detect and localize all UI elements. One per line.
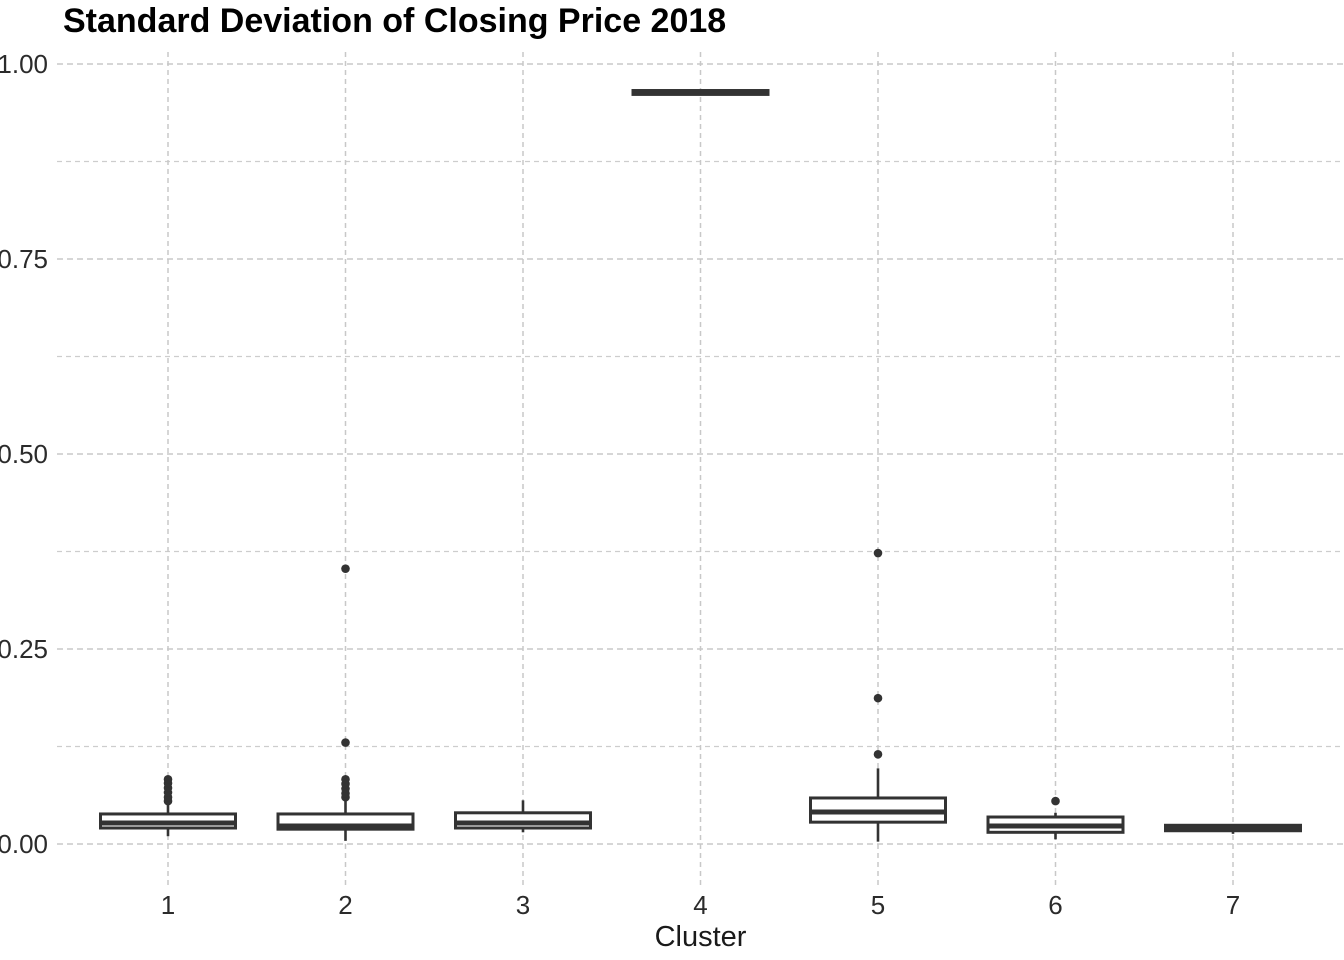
x-axis-title: Cluster — [654, 921, 747, 953]
x-tick-label: 3 — [516, 890, 530, 920]
x-tick-label: 6 — [1048, 890, 1062, 920]
box-cluster-3 — [454, 811, 592, 830]
y-tick-label: 0.25 — [0, 634, 48, 664]
x-tick-label: 2 — [338, 890, 352, 920]
y-tick-label: 0.75 — [0, 244, 48, 274]
x-tick-label: 7 — [1226, 890, 1240, 920]
outlier-dot — [163, 774, 173, 784]
chart-title: Standard Deviation of Closing Price 2018 — [63, 2, 727, 40]
x-tick-label: 4 — [693, 890, 707, 920]
y-tick-label: 0.50 — [0, 439, 48, 469]
x-tick-label: 5 — [871, 890, 885, 920]
y-tick-label: 0.00 — [0, 829, 48, 859]
outlier-dot — [341, 774, 350, 784]
y-tick-label: 1.00 — [0, 49, 48, 79]
x-tick-label: 1 — [161, 890, 175, 920]
outlier-dot — [873, 750, 883, 759]
outlier-dot — [341, 738, 350, 747]
outlier-dot — [873, 693, 883, 703]
outlier-dot — [341, 564, 350, 573]
outlier-dot — [873, 548, 883, 558]
outlier-dot — [1051, 796, 1060, 806]
